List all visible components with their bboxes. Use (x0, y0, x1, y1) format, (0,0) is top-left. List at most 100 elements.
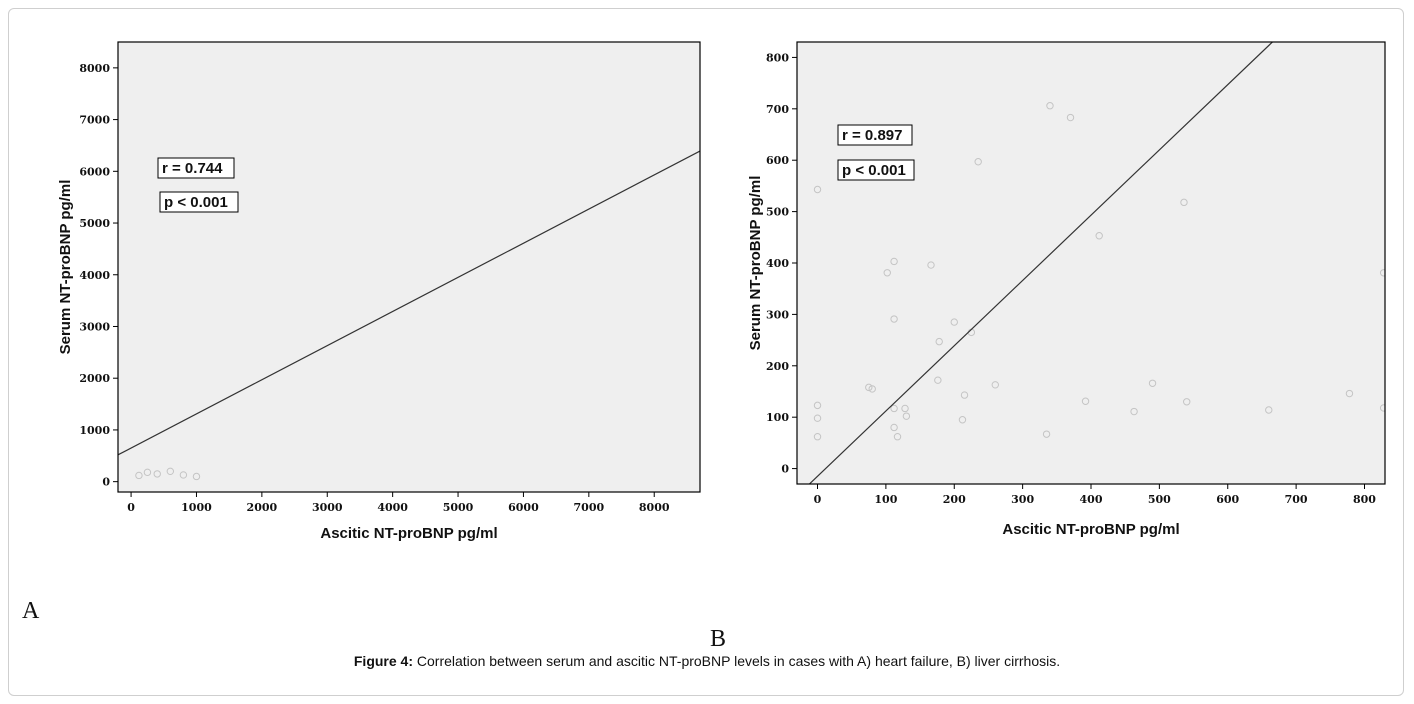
x-axis-title-a: Ascitic NT-proBNP pg/ml (320, 525, 497, 542)
data-point-b-15 (934, 376, 942, 384)
y-tick-label-b-300: 300 (766, 308, 789, 321)
data-point-b-31 (1183, 398, 1191, 406)
x-tick-label-b-600: 600 (1216, 493, 1239, 506)
data-point-b-0 (813, 185, 822, 194)
plot-area-b (797, 42, 1385, 484)
chart-panel-b: 0 100 200 300 400 500 600 700 800 0 100 200 300 400 50… (747, 41, 1386, 538)
y-tick-label-a-6000: 6000 (79, 165, 110, 178)
x-tick-label-a-3000: 3000 (312, 501, 343, 514)
x-tick-label-b-500: 500 (1148, 493, 1171, 506)
x-tick-label-b-300: 300 (1011, 493, 1034, 506)
data-point-b-26 (1081, 397, 1090, 405)
y-tick-label-a-4000: 4000 (79, 269, 110, 282)
annotation-text-a-0: r = 0.744 (162, 160, 223, 177)
data-point-b-24 (1046, 102, 1054, 110)
data-point-a-4 (179, 471, 188, 479)
x-tick-label-b-100: 100 (874, 493, 897, 506)
fit-line-a (118, 150, 700, 456)
annotation-text-a-1: p < 0.001 (164, 194, 228, 211)
annotation-box-b-1 (837, 159, 915, 181)
data-point-b-8 (890, 315, 898, 323)
y-tick-label-a-2000: 2000 (79, 372, 110, 385)
y-tick-label-a-0: 0 (102, 476, 110, 489)
data-point-b-21 (974, 158, 982, 166)
data-point-b-5 (868, 385, 876, 393)
annotation-text-b-1: p < 0.001 (842, 162, 906, 179)
x-tick-label-b-700: 700 (1285, 493, 1308, 506)
data-point-b-22 (991, 381, 999, 389)
x-tick-label-a-2000: 2000 (247, 501, 278, 514)
x-axis-title-b: Ascitic NT-proBNP pg/ml (1002, 521, 1179, 538)
data-point-b-28 (1130, 407, 1138, 416)
y-tick-label-b-500: 500 (766, 206, 789, 219)
data-point-b-35 (1379, 404, 1385, 412)
data-point-b-3 (813, 433, 822, 441)
data-point-b-17 (950, 318, 958, 326)
data-point-b-13 (902, 412, 911, 420)
x-tick-label-a-0: 0 (127, 501, 135, 514)
caption-text: Correlation between serum and ascitic NT… (413, 653, 1061, 669)
x-tick-label-a-8000: 8000 (639, 501, 670, 514)
y-tick-label-a-8000: 8000 (79, 62, 110, 75)
x-tick-label-a-6000: 6000 (508, 501, 539, 514)
y-axis-title-a: Serum NT-proBNP pg/ml (57, 180, 74, 355)
y-axis-title-b: Serum NT-proBNP pg/ml (747, 176, 764, 351)
figure-caption: Figure 4: Correlation between serum and … (0, 653, 1414, 669)
data-point-b-14 (927, 261, 935, 269)
y-tick-label-b-800: 800 (766, 51, 789, 64)
x-tick-label-a-4000: 4000 (377, 501, 408, 514)
data-point-a-0 (135, 471, 143, 480)
y-tick-label-b-600: 600 (766, 154, 789, 167)
x-tick-label-a-1000: 1000 (181, 501, 212, 514)
plot-area-a (118, 42, 700, 492)
data-point-b-6 (883, 269, 891, 277)
data-point-b-2 (813, 414, 822, 422)
panel-label-a: A (22, 598, 40, 624)
y-tick-label-b-200: 200 (766, 360, 789, 373)
y-tick-label-b-400: 400 (766, 257, 789, 270)
x-tick-label-b-0: 0 (814, 493, 822, 506)
data-point-b-23 (1042, 430, 1051, 438)
y-tick-label-a-5000: 5000 (79, 217, 110, 230)
annotation-text-b-0: r = 0.897 (842, 127, 902, 144)
data-point-b-30 (1180, 198, 1188, 207)
data-point-b-29 (1148, 379, 1157, 387)
data-point-a-2 (153, 470, 161, 478)
data-point-b-27 (1095, 232, 1103, 240)
data-point-b-9 (890, 404, 898, 413)
data-point-b-25 (1066, 113, 1075, 122)
data-point-b-32 (1265, 406, 1273, 414)
plot-frame-a (117, 41, 701, 493)
y-tick-label-b-0: 0 (781, 463, 789, 476)
data-point-b-12 (901, 404, 909, 413)
x-tick-label-b-200: 200 (943, 493, 966, 506)
annotation-box-b-0 (837, 124, 913, 146)
panel-label-b: B (710, 626, 727, 652)
y-tick-label-a-1000: 1000 (79, 424, 110, 437)
data-point-b-10 (890, 423, 898, 432)
data-point-b-19 (960, 391, 969, 399)
data-point-b-4 (865, 383, 873, 392)
x-tick-label-a-5000: 5000 (443, 501, 474, 514)
y-tick-label-b-100: 100 (766, 411, 789, 424)
x-tick-label-a-7000: 7000 (574, 501, 605, 514)
data-point-b-18 (958, 416, 967, 424)
fit-line-b (808, 42, 1274, 484)
data-point-b-1 (813, 401, 822, 410)
data-point-b-16 (935, 337, 943, 346)
x-tick-label-b-800: 800 (1353, 493, 1376, 506)
y-tick-label-a-3000: 3000 (79, 320, 110, 333)
data-point-b-7 (890, 257, 898, 266)
annotation-box-a-0 (157, 157, 235, 179)
data-point-b-33 (1345, 389, 1354, 398)
caption-prefix: Figure 4: (353, 653, 413, 669)
data-point-b-34 (1379, 269, 1385, 277)
data-point-b-11 (893, 433, 902, 441)
data-point-a-5 (192, 472, 201, 481)
data-point-a-1 (143, 468, 152, 477)
x-tick-label-b-400: 400 (1080, 493, 1103, 506)
data-point-a-3 (166, 467, 175, 476)
y-tick-label-a-7000: 7000 (79, 114, 110, 127)
y-tick-label-b-700: 700 (766, 103, 789, 116)
